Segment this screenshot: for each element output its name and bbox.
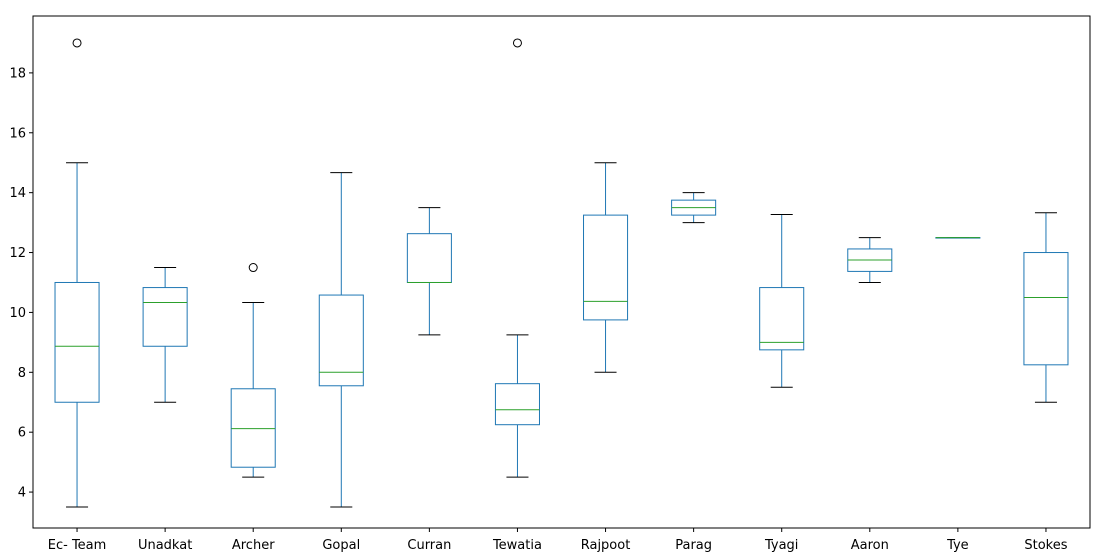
outlier-point	[72, 38, 82, 48]
box-group-gopal	[318, 172, 364, 508]
box-group-rajpoot	[583, 162, 629, 373]
iqr-box	[318, 294, 364, 387]
x-tick-label: Ec- Team	[48, 538, 107, 553]
box-group-tyagi	[759, 214, 805, 388]
iqr-box	[142, 287, 188, 347]
x-tick-label: Stokes	[1024, 538, 1067, 553]
y-tick-label: 8	[18, 366, 26, 381]
box-group-tewatia	[494, 38, 540, 478]
y-tick-label: 10	[9, 306, 26, 321]
box-group-archer	[230, 263, 276, 478]
box-group-ec-team	[54, 38, 100, 508]
x-axis: Ec- Team Unadkat Archer Gopal Curran Tewatia R…	[48, 528, 1068, 553]
box-group-stokes	[1023, 212, 1069, 403]
y-tick-label: 18	[9, 66, 26, 81]
plot-frame	[32, 15, 1091, 529]
y-tick-label: 16	[9, 126, 26, 141]
y-tick-label: 14	[9, 186, 26, 201]
x-tick-label: Tyagi	[764, 538, 798, 553]
box-group-aaron	[847, 237, 893, 283]
box-group-curran	[406, 207, 452, 336]
y-axis: 4 6 8 10 12 14 16 18	[9, 66, 33, 501]
plot-area	[54, 38, 1069, 508]
x-tick-label: Curran	[407, 538, 451, 553]
outlier-point	[512, 38, 522, 48]
iqr-box	[583, 214, 629, 321]
x-tick-label: Rajpoot	[581, 538, 631, 553]
y-tick-label: 12	[9, 246, 26, 261]
x-tick-label: Gopal	[322, 538, 360, 553]
iqr-box	[1023, 252, 1069, 366]
iqr-box	[759, 287, 805, 351]
y-tick-label: 4	[18, 486, 26, 501]
box-group-unadkat	[142, 267, 188, 403]
iqr-box	[54, 281, 100, 403]
box-group-parag	[671, 192, 717, 224]
box-group-tye	[935, 237, 981, 239]
x-tick-label: Tewatia	[492, 538, 542, 553]
iqr-box	[494, 383, 540, 426]
x-tick-label: Aaron	[851, 538, 889, 553]
y-tick-label: 6	[18, 426, 26, 441]
x-tick-label: Archer	[232, 538, 275, 553]
iqr-box	[230, 388, 276, 468]
outlier-point	[248, 263, 258, 273]
x-tick-label: Unadkat	[138, 538, 192, 553]
x-tick-label: Tye	[946, 538, 969, 553]
x-tick-label: Parag	[675, 538, 712, 553]
